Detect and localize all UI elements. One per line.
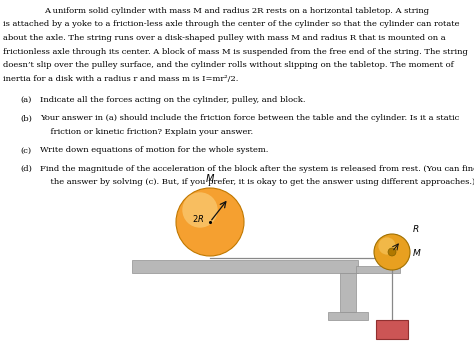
Text: Indicate all the forces acting on the cylinder, pulley, and block.: Indicate all the forces acting on the cy… <box>40 96 306 104</box>
Text: about the axle. The string runs over a disk-shaped pulley with mass M and radius: about the axle. The string runs over a d… <box>3 34 446 42</box>
Text: $M$: $M$ <box>205 172 215 184</box>
Text: $M$: $M$ <box>387 341 397 342</box>
Bar <box>328 312 368 320</box>
Circle shape <box>388 248 396 256</box>
Text: the answer by solving (c). But, if you prefer, it is okay to get the answer usin: the answer by solving (c). But, if you p… <box>40 179 474 186</box>
Text: is attached by a yoke to a friction-less axle through the center of the cylinder: is attached by a yoke to a friction-less… <box>3 21 459 28</box>
Text: (c): (c) <box>20 146 31 155</box>
Text: Find the magnitude of the acceleration of the block after the system is released: Find the magnitude of the acceleration o… <box>40 165 474 173</box>
Bar <box>132 260 358 273</box>
Text: doesn’t slip over the pulley surface, and the cylinder rolls without slipping on: doesn’t slip over the pulley surface, an… <box>3 61 454 69</box>
Text: Write down equations of motion for the whole system.: Write down equations of motion for the w… <box>40 146 268 155</box>
Text: friction or kinetic friction? Explain your answer.: friction or kinetic friction? Explain yo… <box>40 128 253 136</box>
Text: Your answer in (a) should include the friction force between the table and the c: Your answer in (a) should include the fr… <box>40 115 459 122</box>
Bar <box>340 273 356 312</box>
Circle shape <box>176 188 244 256</box>
Text: $R$: $R$ <box>412 223 419 234</box>
Text: inertia for a disk with a radius r and mass m is I=mr²/2.: inertia for a disk with a radius r and m… <box>3 75 238 82</box>
Text: $M$: $M$ <box>412 247 421 258</box>
Circle shape <box>182 192 218 228</box>
Circle shape <box>374 234 410 270</box>
Text: (a): (a) <box>20 96 31 104</box>
Text: (d): (d) <box>20 165 32 173</box>
Text: $2R$: $2R$ <box>191 212 204 224</box>
Bar <box>376 320 408 339</box>
Circle shape <box>378 237 396 255</box>
Text: A uniform solid cylinder with mass M and radius 2R rests on a horizontal tableto: A uniform solid cylinder with mass M and… <box>45 7 429 15</box>
Bar <box>356 266 400 273</box>
Text: (b): (b) <box>20 115 32 122</box>
Text: frictionless axle through its center. A block of mass M is suspended from the fr: frictionless axle through its center. A … <box>3 48 468 55</box>
